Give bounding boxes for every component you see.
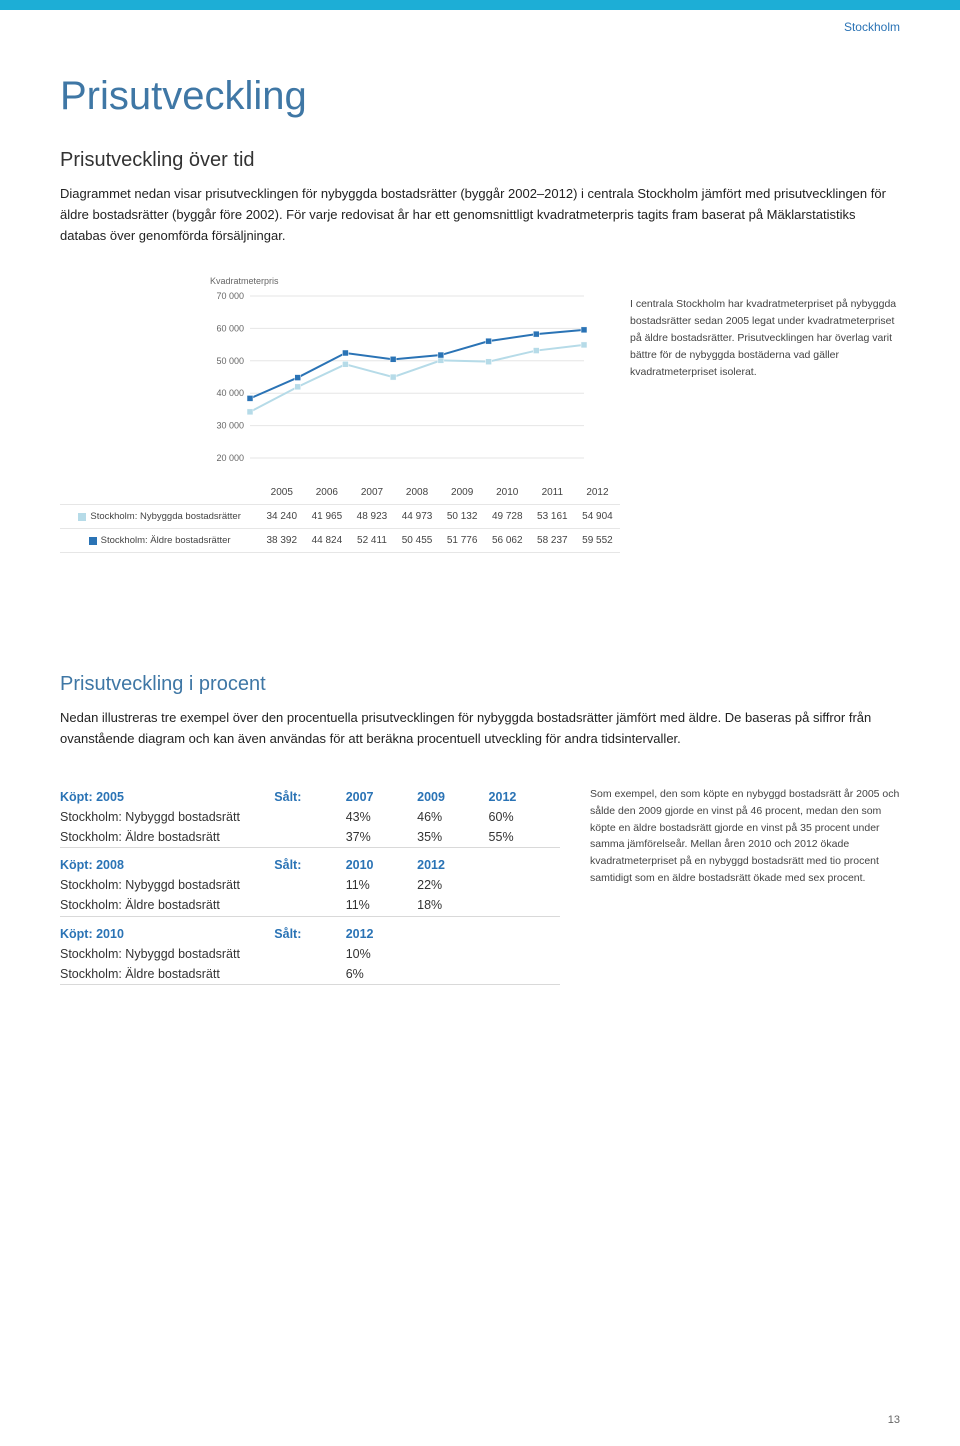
percent-section-title: Prisutveckling i procent xyxy=(60,673,900,696)
svg-text:70 000: 70 000 xyxy=(216,292,244,301)
intro-paragraph: Diagrammet nedan visar prisutvecklingen … xyxy=(60,184,900,246)
chart-container: Kvadratmeterpris 70 000 60 000 50 000 40 00… xyxy=(60,276,600,467)
chart-data-table: 20052006200720082009201020112012 Stockho… xyxy=(60,481,620,553)
svg-text:30 000: 30 000 xyxy=(216,421,244,431)
svg-text:60 000: 60 000 xyxy=(216,324,244,334)
line-chart: 70 000 60 000 50 000 40 000 30 000 20 000 xyxy=(60,292,600,467)
chart-y-axis-label: Kvadratmeterpris xyxy=(60,276,600,286)
percent-intro: Nedan illustreras tre exempel över den p… xyxy=(60,708,900,750)
page-number: 13 xyxy=(888,1414,900,1426)
percent-table: Köpt: 2005Sålt:200720092012Stockholm: Ny… xyxy=(60,780,560,986)
svg-text:40 000: 40 000 xyxy=(216,389,244,399)
page-region-tag: Stockholm xyxy=(0,10,960,34)
top-accent-bar xyxy=(0,0,960,10)
page-title: Prisutveckling xyxy=(60,74,900,119)
percent-aside-text: Som exempel, den som köpte en nybyggd bo… xyxy=(590,780,900,887)
chart-aside-text: I centrala Stockholm har kvadratmeterpri… xyxy=(630,276,900,380)
section-subtitle: Prisutveckling över tid xyxy=(60,149,900,172)
svg-text:20 000: 20 000 xyxy=(216,453,244,462)
svg-text:50 000: 50 000 xyxy=(216,356,244,366)
